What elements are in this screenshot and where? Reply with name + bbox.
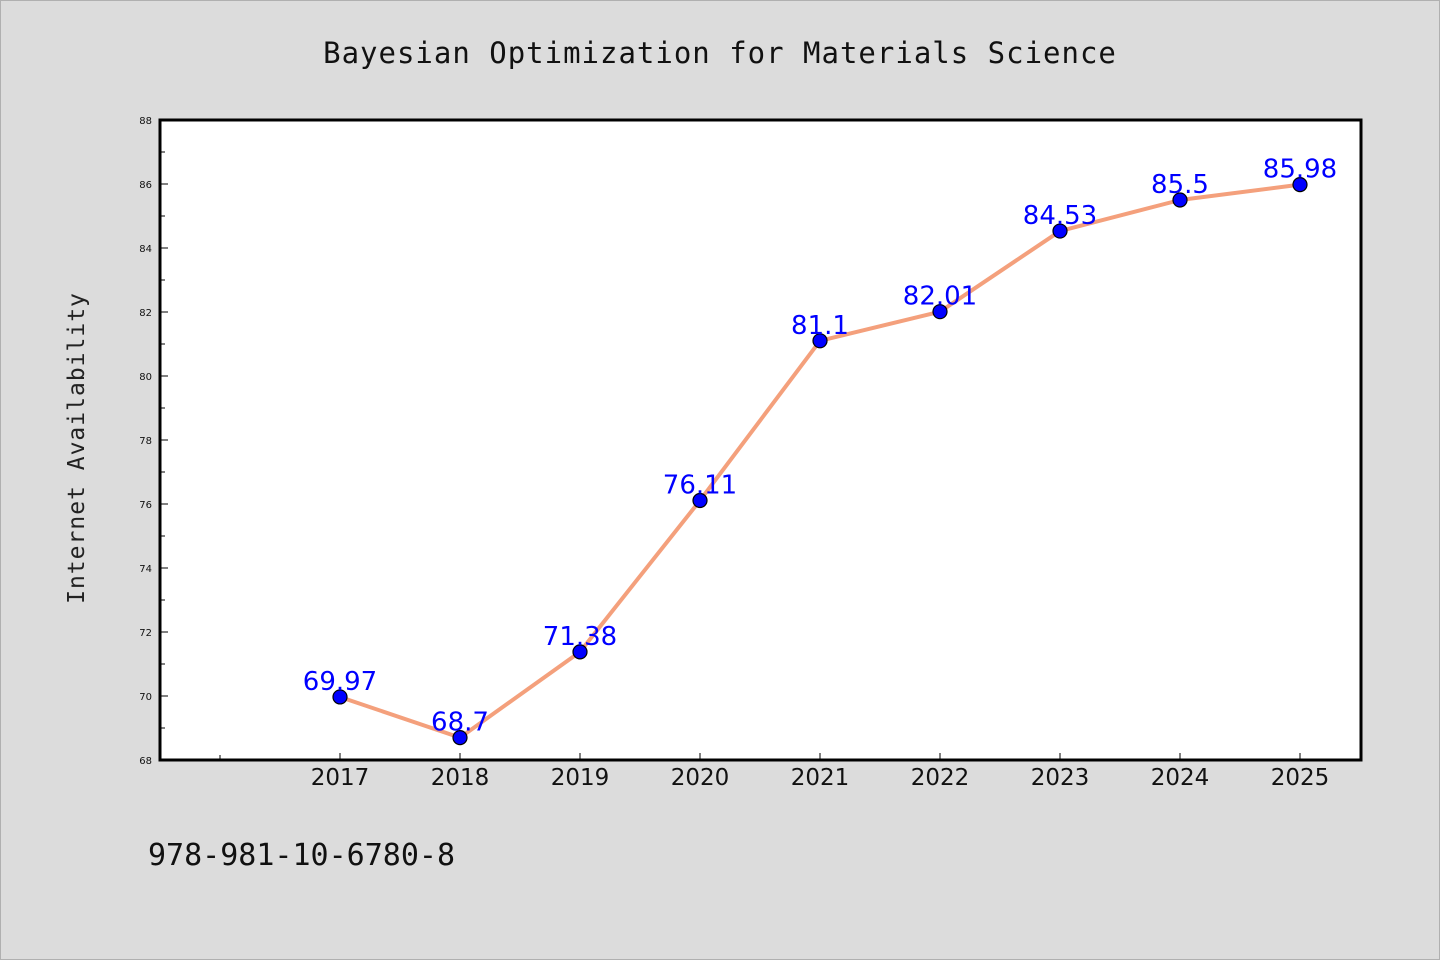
x-tick-label: 2024 — [1151, 765, 1210, 791]
data-label: 84.53 — [1023, 201, 1097, 231]
y-tick-label: 88 — [139, 116, 152, 127]
y-tick-label: 84 — [139, 244, 152, 255]
data-label: 81.1 — [791, 311, 849, 341]
data-label: 69.97 — [303, 667, 377, 697]
y-axis: 68 70 72 74 76 78 80 82 84 86 88 — [139, 116, 168, 767]
data-point — [452, 729, 468, 746]
y-axis-label: Internet Availability — [64, 292, 90, 604]
y-tick-label: 86 — [139, 180, 152, 191]
y-tick-label: 82 — [139, 308, 152, 319]
data-label: 85.5 — [1151, 170, 1209, 200]
data-point — [812, 333, 828, 349]
x-tick-label: 2021 — [791, 765, 850, 791]
x-tick-label: 2022 — [911, 765, 970, 791]
data-point — [572, 644, 588, 660]
data-label: 82.01 — [903, 282, 977, 312]
y-tick-label: 76 — [139, 500, 152, 511]
isbn-text: 978-981-10-6780-8 — [148, 838, 455, 873]
x-tick-label: 2019 — [551, 765, 610, 791]
x-axis: 2017 2018 2019 2020 2021 2022 2023 2024 2025 — [219, 753, 1330, 791]
x-tick-label: 2023 — [1031, 765, 1090, 791]
y-tick-label: 74 — [139, 564, 152, 575]
x-tick-label: 2018 — [431, 765, 490, 791]
series-layer — [332, 177, 1308, 746]
x-tick-label: 2025 — [1271, 765, 1330, 791]
y-tick-label: 68 — [139, 756, 152, 767]
chart-title: Bayesian Optimization for Materials Scie… — [323, 36, 1117, 70]
data-point — [1052, 223, 1068, 239]
plot-area — [158, 118, 1363, 762]
y-tick-label: 78 — [139, 436, 152, 447]
y-tick-label: 80 — [139, 372, 152, 383]
x-tick-label: 2017 — [311, 765, 370, 791]
data-point — [1172, 192, 1188, 208]
data-label: 76.11 — [663, 470, 737, 500]
data-labels: 69.97 68.7 71.38 76.11 81.1 82.01 84.53 85.5 85.… — [303, 155, 1337, 738]
data-label: 71.38 — [543, 622, 617, 652]
y-tick-label: 72 — [139, 628, 152, 639]
data-label: 68.7 — [431, 708, 489, 738]
y-tick-label: 70 — [139, 692, 152, 703]
x-tick-label: 2020 — [671, 765, 730, 791]
data-point — [692, 492, 708, 509]
data-point — [1292, 177, 1308, 193]
data-point — [932, 304, 948, 320]
data-point — [332, 689, 348, 705]
data-label: 85.98 — [1263, 155, 1337, 185]
